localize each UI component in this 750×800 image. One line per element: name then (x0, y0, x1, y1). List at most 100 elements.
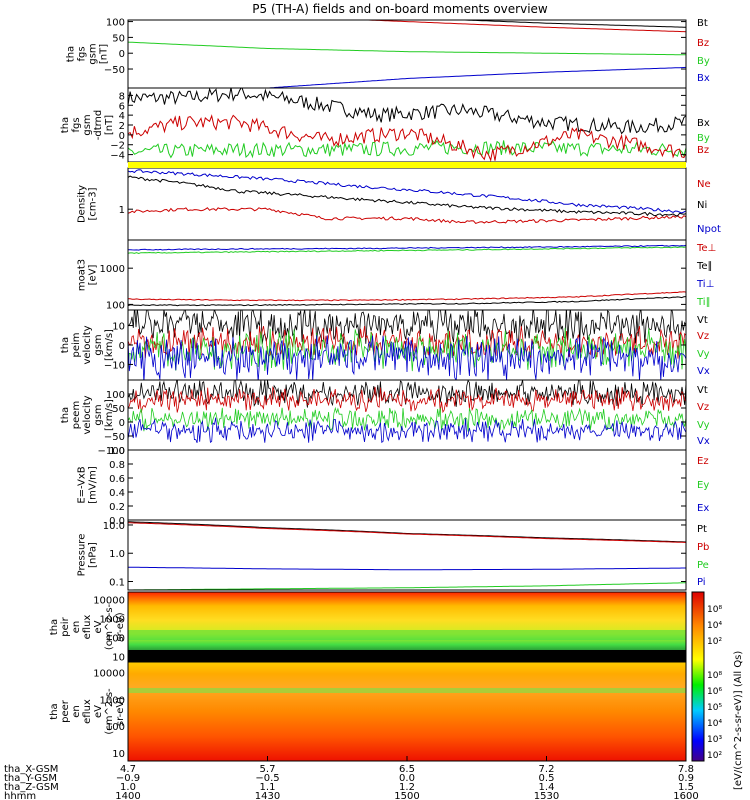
legend-ti: Ti∥ (696, 297, 711, 308)
fgs-ylabel: tha (66, 46, 77, 62)
density-ylabel: [cm-3] (88, 187, 99, 220)
fgs-dtrend-series-bx (128, 88, 686, 135)
legend-te: Te∥ (696, 261, 713, 272)
y-tick-label: 10 (112, 652, 125, 663)
colorbar-tick-label: 10² (707, 637, 722, 647)
peim-velocity-ylabel: peim (71, 332, 82, 357)
peer-spectrogram-ylabel: sr-eV) (115, 697, 126, 726)
y-tick-label: 0 (119, 131, 125, 142)
temperature-series-te (128, 296, 686, 307)
peer-spectrogram-image (128, 662, 686, 761)
plot-title: P5 (TH-A) fields and on-board moments ov… (252, 2, 548, 16)
colorbar-tick-label: 10² (707, 751, 722, 761)
y-tick-label: 50 (112, 33, 125, 44)
peer-spectrogram-ylabel: tha (49, 703, 60, 719)
efield-panel: Ez Ey Ex 1.0 0.8 0.6 0.4 0.2 0.0 E=-VxB [mV/m] (77, 446, 710, 527)
peir-spectrogram-ylabel: eflux (82, 615, 93, 640)
fgs-series-bt (452, 20, 686, 28)
pressure-panel: Pt Pb Pe Pi 10.0 1.0 0.1 Pressure [nPa] (77, 519, 709, 591)
y-tick-label: 8 (119, 91, 125, 102)
x-axis-value: 0.9 (678, 773, 694, 784)
fgs-panel: Bt Bz By Bx 100 50 0 −50 tha fgs gsm [nT] (66, 18, 710, 89)
legend-ne: Ne (697, 179, 711, 190)
peem-velocity-series-vz (128, 386, 686, 414)
y-tick-label: 10 (112, 322, 125, 333)
pressure-frame (127, 519, 687, 591)
x-axis-value: 1500 (394, 791, 419, 800)
fgs-series-bz (355, 20, 686, 33)
peir-spectrogram-ylabel: peir (60, 616, 71, 636)
colorbar-tick-label: 10⁸ (707, 605, 722, 615)
y-tick-label: 1 (119, 205, 125, 216)
peem-velocity-ylabel: velocity (82, 395, 93, 434)
colorbar: 10⁸ 10⁴ 10² 10⁸ 10⁶ 10⁵ 10⁴ 10³ 10² [eV/… (691, 591, 744, 790)
legend-vx: Vx (697, 366, 710, 377)
pressure-series-pi (128, 566, 686, 571)
peim-velocity-panel: Vt Vz Vy Vx 10 0 −10 tha peim velocity gsm [km/s] (60, 309, 710, 381)
density-panel: Ne Ni Npot 1 Density [cm-3] (77, 167, 721, 241)
temperature-series-ti (128, 244, 686, 251)
peem-velocity-series-vt (128, 380, 686, 408)
legend-vz: Vz (697, 331, 709, 342)
legend-bt: Bt (697, 18, 708, 29)
fgs-dtrend-frame (127, 87, 687, 163)
density-ylabel: Density (77, 185, 88, 223)
legend-vt: Vt (697, 315, 708, 326)
x-axis-value: 5.7 (260, 764, 276, 775)
y-tick-label: −50 (104, 432, 125, 443)
legend-te: Te⊥ (696, 243, 716, 254)
legend-bx: Bx (697, 73, 710, 84)
peer-spectrogram-green-band (128, 688, 686, 693)
pressure-series-pe (128, 582, 686, 590)
peir-spectrogram-ylabel: (cm^2-s- (104, 603, 115, 650)
y-tick-label: 0 (119, 341, 125, 352)
temperature-series-te (128, 291, 686, 302)
fgs-ylabel: fgs (77, 46, 88, 61)
peir-spectrogram-ylabel: eV (93, 620, 104, 633)
temperature-ylabel: moat3 (77, 259, 88, 291)
x-axis-value: 1530 (534, 791, 559, 800)
y-tick-label: 10 (112, 749, 125, 760)
peim-velocity-series-vx (128, 335, 686, 380)
legend-pt: Pt (697, 524, 707, 535)
peim-velocity-ylabel: tha (60, 337, 71, 353)
x-axis-value: 1400 (115, 791, 140, 800)
peim-velocity-ylabel: [km/s] (104, 329, 115, 361)
x-axis-value: 0.0 (399, 773, 415, 784)
y-tick-label: 10.0 (103, 521, 125, 532)
x-axis-row-label: tha_X-GSM (4, 764, 58, 775)
y-tick-label: 0.0 (109, 516, 125, 527)
legend-pb: Pb (697, 542, 709, 553)
y-tick-label: 1.0 (109, 446, 125, 457)
legend-vt: Vt (697, 385, 708, 396)
quality-flag-bar (128, 162, 686, 168)
fgs-dtrend-ylabel: tha (60, 117, 71, 133)
peem-velocity-panel: Vt Vz Vy Vx 100 50 0 −50 −100 tha peem velocity gsm[… (60, 379, 710, 457)
legend-bz: Bz (697, 38, 709, 49)
colorbar-tick-label: 10⁸ (707, 671, 722, 681)
peim-velocity-series-vy (128, 327, 686, 372)
y-tick-label: −10 (104, 360, 125, 371)
peim-velocity-series-vz (128, 325, 686, 359)
colorbar-tick-label: 10⁴ (707, 621, 722, 631)
legend-ti: Ti⊥ (696, 279, 714, 290)
fgs-dtrend-ylabel: gsm (82, 114, 93, 135)
peer-spectrogram-ylabel: eflux (82, 699, 93, 724)
x-axis-value: −0.9 (116, 773, 140, 784)
fgs-ylabel: gsm (88, 43, 99, 64)
density-series-ne (128, 207, 686, 224)
legend-pe: Pe (697, 560, 709, 571)
legend-ni: Ni (697, 200, 707, 211)
y-tick-label: 1000 (100, 614, 125, 625)
y-tick-label: −100 (98, 446, 125, 457)
legend-by: By (697, 56, 710, 67)
legend-bx: Bx (697, 118, 710, 129)
density-frame (127, 167, 687, 241)
efield-ylabel: [mV/m] (88, 466, 99, 504)
x-axis-value: −0.5 (255, 773, 279, 784)
peem-velocity-ylabel: [km/s] (104, 399, 115, 431)
fgs-dtrend-ylabel: fgs (71, 117, 82, 132)
